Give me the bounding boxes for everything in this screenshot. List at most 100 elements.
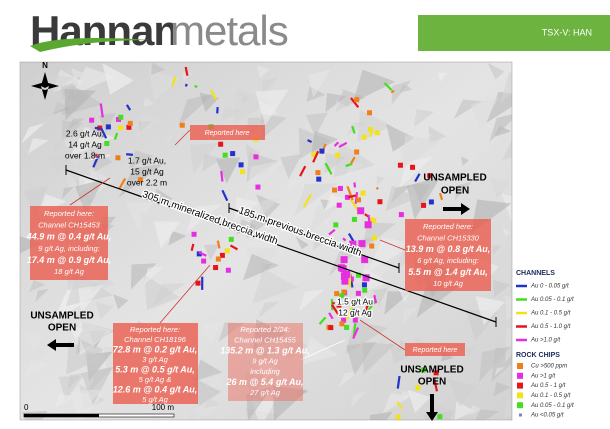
terrain-facet <box>246 219 270 239</box>
annotation: Reported here: Channel CH15330 13.9 m @ 0.… <box>405 219 491 291</box>
terrain-facet <box>148 68 181 101</box>
terrain-facet <box>55 393 74 409</box>
channel <box>390 89 395 94</box>
channel <box>113 132 119 140</box>
terrain-facet <box>27 138 49 154</box>
terrain-facet <box>494 366 506 377</box>
terrain-facet <box>303 336 338 365</box>
terrain-facet <box>234 197 260 221</box>
annotation-text: UNSAMPLED <box>423 173 486 184</box>
terrain-facet <box>62 137 75 150</box>
ticker-bar <box>418 15 610 51</box>
rock-chip <box>334 291 340 297</box>
terrain-facet <box>361 267 389 293</box>
north-arrow: N <box>31 61 59 100</box>
terrain-facet <box>489 114 512 142</box>
rock-chip <box>224 248 230 254</box>
channel <box>94 153 98 157</box>
annotation-text: 5.5 m @ 1.4 g/t Au, <box>408 267 487 277</box>
rock-chip <box>179 122 185 128</box>
channel <box>328 228 336 236</box>
rock-chip <box>357 207 365 215</box>
terrain-facet <box>168 231 187 246</box>
rock-chip <box>228 236 234 242</box>
annotation-text: Reported 2/24: <box>240 325 290 334</box>
annotation-box <box>405 343 465 356</box>
rock-chip <box>344 194 350 200</box>
terrain-facet <box>25 359 49 377</box>
terrain-facet <box>357 109 393 142</box>
terrain-facet <box>37 85 78 121</box>
channel <box>210 89 218 101</box>
terrain-facet <box>308 69 332 98</box>
terrain-facet <box>469 404 484 416</box>
terrain-facet <box>24 332 45 354</box>
rock-chip <box>360 190 366 196</box>
channel <box>190 243 195 251</box>
channel <box>221 189 229 202</box>
channel <box>352 327 360 340</box>
annotation-text: 26 m @ 5.4 g/t Au, <box>226 377 304 387</box>
annotation-text: 44.9 m @ 0.4 g/t Au, <box>26 232 111 242</box>
channel <box>198 251 207 257</box>
annotation-text: 13.9 m @ 0.8 g/t Au, <box>406 244 490 254</box>
terrain-facet <box>66 340 103 375</box>
legend-label: Au 0 - 0.05 g/t <box>530 284 569 290</box>
rock-chip <box>336 302 342 308</box>
terrain-facet <box>502 140 512 161</box>
terrain-facet <box>27 183 42 196</box>
rock-chip <box>398 212 404 218</box>
terrain-facet <box>479 346 512 382</box>
terrain-facet <box>372 287 389 307</box>
terrain-facet <box>20 343 49 364</box>
rock-chip <box>335 152 341 158</box>
terrain-facet <box>505 327 512 363</box>
channel <box>438 192 444 201</box>
rock-chip <box>328 325 334 331</box>
rock-chip <box>371 235 377 241</box>
rock-chip <box>196 251 202 257</box>
terrain-facet <box>501 193 512 222</box>
annotation-text: 15 g/t Ag <box>130 166 164 176</box>
rock-chip <box>350 308 356 314</box>
terrain-facet <box>201 321 222 345</box>
terrain-facet <box>407 389 431 413</box>
terrain-facet <box>386 123 415 152</box>
terrain-facet <box>504 295 512 321</box>
terrain-facet <box>336 398 348 409</box>
rock-chip <box>367 110 373 116</box>
terrain-facet <box>447 378 476 407</box>
channel <box>318 316 327 325</box>
measure-lines <box>65 165 497 327</box>
terrain-facet <box>255 89 289 126</box>
terrain-facet <box>313 239 326 251</box>
rock-chip <box>339 321 345 327</box>
terrain-facet <box>258 301 280 319</box>
channel <box>353 182 357 188</box>
terrain-facet <box>153 221 181 249</box>
annotation-text: over 2.2 m <box>127 177 167 187</box>
terrain-facet <box>280 154 303 180</box>
terrain-facet <box>306 86 326 103</box>
annotation-text: 5.3 m @ 0.5 g/t Au, <box>115 364 194 374</box>
channel <box>94 126 101 130</box>
terrain-facet <box>64 88 97 121</box>
terrain-facet <box>346 342 376 376</box>
channel <box>347 233 355 242</box>
annotation: Reported here <box>405 343 465 356</box>
terrain-facet <box>369 411 393 420</box>
annotation-text: Channel CH18196 <box>124 335 187 344</box>
annotation-text: 135.2 m @ 1.3 g/t Au, <box>220 345 309 355</box>
north-label: N <box>42 61 48 70</box>
terrain-facet <box>295 236 309 250</box>
terrain-facet <box>47 153 70 176</box>
arrow <box>443 203 470 215</box>
rock-chip <box>355 290 361 296</box>
terrain-facet <box>194 297 219 322</box>
rock-chip <box>213 265 219 271</box>
terrain-texture <box>20 62 512 420</box>
annotation-text: Reported here <box>413 347 458 354</box>
rock-chip <box>437 414 443 420</box>
annotation-box <box>30 206 108 280</box>
channel <box>331 304 340 316</box>
